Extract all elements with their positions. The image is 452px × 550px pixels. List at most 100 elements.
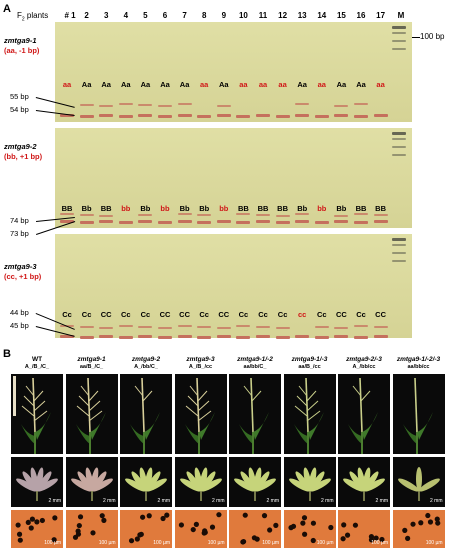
band-size-label: 44 bp xyxy=(10,308,29,317)
marker-band xyxy=(392,40,406,42)
gel-image xyxy=(55,234,412,339)
lane-number: 5 xyxy=(143,11,148,20)
dna-band xyxy=(79,336,94,339)
scale-bar-label: 100 µm xyxy=(98,540,116,546)
dna-band xyxy=(138,214,153,216)
pollen-photo: 100 µm xyxy=(338,510,390,548)
pollen-photo: 100 µm xyxy=(174,510,227,548)
scale-bar-label: 100 µm xyxy=(153,540,170,546)
genotype-call: BB xyxy=(355,204,367,213)
genotype-column-subtitle: aa/bb/cc xyxy=(407,364,430,370)
marker-band xyxy=(392,138,406,140)
genotype-call: Cc xyxy=(258,310,268,319)
dna-band xyxy=(158,336,172,339)
dna-band xyxy=(197,115,212,118)
dna-band xyxy=(177,103,192,105)
dna-band xyxy=(354,213,368,215)
genotype-call: bb xyxy=(317,204,327,213)
marker-size-label: 100 bp xyxy=(420,32,445,41)
band-size-label: 73 bp xyxy=(10,229,29,238)
genotype-call: CC xyxy=(335,310,347,319)
dna-band xyxy=(236,213,251,215)
dna-band xyxy=(334,335,349,338)
dna-band xyxy=(99,327,114,329)
scale-bar-label: 2 mm xyxy=(266,498,280,504)
dna-band xyxy=(275,336,290,339)
genotype-column-title: zmtga9-1/-2 xyxy=(237,356,273,363)
genotype-call: Bb xyxy=(199,204,210,213)
genotype-call: Aa xyxy=(356,80,366,89)
genotype-call: Cc xyxy=(62,310,72,319)
dna-band xyxy=(275,221,290,224)
band-size-label: 74 bp xyxy=(10,216,29,225)
genotype-column-title: zmtga9-2/-3 xyxy=(346,356,382,363)
band-size-label: 54 bp xyxy=(10,105,29,114)
dna-band xyxy=(99,215,114,217)
dna-band xyxy=(99,114,114,117)
genotype-column-subtitle: A_/bb/cc xyxy=(352,364,376,370)
genotype-call: Aa xyxy=(179,80,190,89)
marker-band xyxy=(392,244,406,246)
dna-band xyxy=(216,220,231,223)
band-size-label: 55 bp xyxy=(10,92,29,101)
spikelet-photo: 2 mm xyxy=(338,457,390,507)
genotype-call: Cc xyxy=(356,310,366,319)
dna-band xyxy=(295,114,310,117)
spikelet-photo: 2 mm xyxy=(229,457,281,507)
genotype-call: CC xyxy=(100,310,112,319)
genotype-column-subtitle: aa/bb/C_ xyxy=(243,364,267,370)
pollen-photo: 100 µm xyxy=(392,510,445,548)
dna-band xyxy=(177,114,192,117)
genotype-call: Aa xyxy=(336,80,347,89)
gel-image xyxy=(55,22,412,122)
dna-band xyxy=(197,214,212,216)
dna-band xyxy=(373,214,388,216)
scale-bar-label: 2 mm xyxy=(212,498,225,504)
genotype-call: aa xyxy=(376,80,385,89)
f2-plants-label: F2 plants xyxy=(17,11,49,23)
dna-band xyxy=(177,325,192,327)
gel-image xyxy=(55,128,412,228)
dna-band xyxy=(177,213,192,215)
genotype-call: BB xyxy=(61,204,73,213)
lane-number: 6 xyxy=(162,11,168,20)
panel-b-label: B xyxy=(3,348,11,360)
dna-band xyxy=(256,326,270,328)
scale-bar-label: 2 mm xyxy=(375,498,389,504)
tassel-photo xyxy=(229,374,281,454)
genotype-call: Cc xyxy=(238,310,249,319)
lane-number: 12 xyxy=(278,11,288,20)
genotype-call: Cc xyxy=(317,310,327,319)
lane-number: M xyxy=(397,11,405,20)
dna-band xyxy=(373,220,388,223)
scale-bar-label: 2 mm xyxy=(48,498,62,504)
genotype-description: (cc, +1 bp) xyxy=(4,272,42,281)
pollen-photo: 100 µm xyxy=(283,510,336,548)
genotype-call: CC xyxy=(218,310,230,319)
pollen-photo: 100 µm xyxy=(120,510,172,548)
lane-number: 10 xyxy=(238,11,248,20)
scale-bar-label: 100 µm xyxy=(316,540,334,546)
dna-band xyxy=(216,327,231,329)
marker-band xyxy=(392,48,406,50)
dna-band xyxy=(79,326,94,328)
dna-band xyxy=(99,220,114,223)
lane-number: 14 xyxy=(317,11,327,20)
lane-number: 9 xyxy=(221,11,227,20)
genotype-call: Aa xyxy=(101,80,111,89)
genotype-call: aa xyxy=(200,80,209,89)
lane-number: 13 xyxy=(297,11,307,20)
genotype-call: Cc xyxy=(199,310,209,319)
gene-name: zmtga9-1 xyxy=(4,36,37,45)
lane-number: 11 xyxy=(258,11,268,20)
genotype-column-title: zmtga9-3 xyxy=(186,356,215,363)
dna-band xyxy=(138,335,153,338)
marker-band xyxy=(392,26,406,29)
genotype-call: bb xyxy=(160,204,170,213)
dna-band xyxy=(138,220,153,223)
genotype-call: aa xyxy=(258,80,268,89)
dna-band xyxy=(138,104,153,106)
dna-band xyxy=(295,103,310,105)
dna-band xyxy=(295,213,310,215)
dna-band xyxy=(99,105,114,107)
